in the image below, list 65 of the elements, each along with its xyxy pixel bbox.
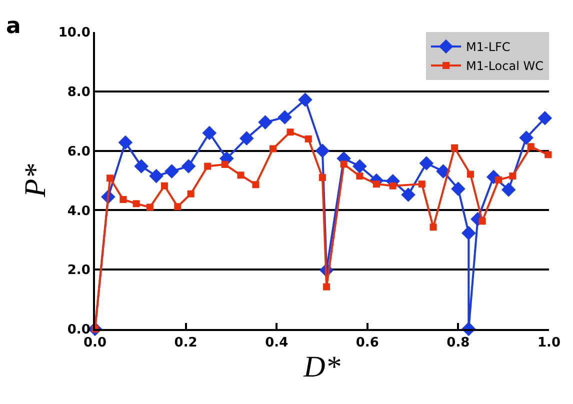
legend-label: M1-Local WC xyxy=(466,59,544,74)
y-tick-label: 2.0 xyxy=(67,263,90,278)
point xyxy=(519,130,534,145)
point xyxy=(451,144,458,152)
x-tick-label: 0.2 xyxy=(174,336,198,351)
point xyxy=(269,145,276,152)
point xyxy=(389,182,396,190)
point xyxy=(202,126,217,140)
point xyxy=(204,162,212,170)
point xyxy=(181,159,196,174)
point xyxy=(419,156,434,170)
point xyxy=(304,135,312,142)
point xyxy=(252,181,260,188)
point xyxy=(495,176,502,184)
point xyxy=(323,283,330,290)
x-axis-title: D* xyxy=(302,350,340,384)
point xyxy=(430,224,437,231)
point xyxy=(315,144,330,158)
point xyxy=(237,172,244,179)
point xyxy=(146,204,154,211)
y-tick-label: 8.0 xyxy=(67,84,90,100)
point xyxy=(134,159,148,174)
point xyxy=(461,226,476,240)
text: a xyxy=(6,14,21,39)
x-tick-label: 0.4 xyxy=(265,336,288,351)
point xyxy=(278,110,292,124)
point xyxy=(466,170,474,178)
point xyxy=(106,174,114,182)
x-tick-label: 0.0 xyxy=(83,336,107,351)
x-tick-label: 0.8 xyxy=(446,336,470,351)
point xyxy=(478,218,486,225)
point xyxy=(298,92,312,107)
point xyxy=(418,180,426,188)
point xyxy=(160,182,168,190)
y-tick-label: 10.0 xyxy=(58,26,90,41)
y-tick-label: 6.0 xyxy=(67,144,90,160)
point xyxy=(149,168,164,184)
point xyxy=(132,200,140,208)
point xyxy=(239,131,254,146)
point xyxy=(401,188,416,202)
x-tick-label: 1.0 xyxy=(537,336,561,351)
y-tick-label: 0.0 xyxy=(67,322,90,338)
point xyxy=(356,172,364,180)
y-tick-label: 4.0 xyxy=(67,204,90,219)
point xyxy=(436,164,450,178)
point xyxy=(164,164,179,178)
point xyxy=(538,110,552,126)
point xyxy=(501,182,516,197)
point xyxy=(118,135,133,150)
point xyxy=(527,143,534,150)
legend-label: M1-LFC xyxy=(466,40,510,54)
point xyxy=(340,160,348,168)
point xyxy=(221,160,228,168)
point xyxy=(258,115,272,130)
x-tick-label: 0.6 xyxy=(356,336,379,351)
point xyxy=(286,128,294,136)
point xyxy=(187,190,194,198)
point xyxy=(352,159,367,174)
point xyxy=(318,174,326,182)
point xyxy=(544,151,552,158)
point xyxy=(120,196,127,204)
point xyxy=(451,182,466,196)
point xyxy=(509,172,516,180)
y-axis-title: P* xyxy=(18,164,52,198)
point xyxy=(174,203,182,210)
